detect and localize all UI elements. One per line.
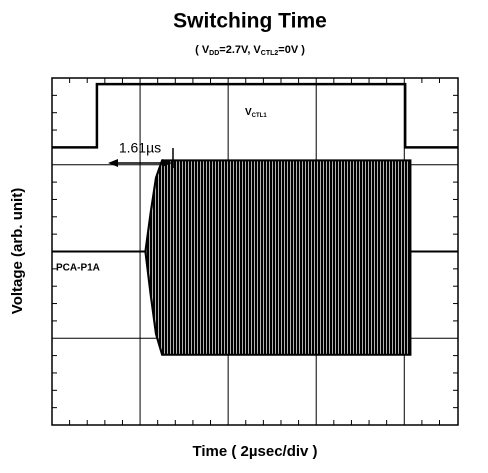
- signal-line: [52, 82, 458, 149]
- subtitle-part: ( V: [195, 44, 210, 56]
- subscript: DD: [209, 50, 219, 57]
- chart-subtitle: ( VDD=2.7V, VCTL2=0V ): [195, 44, 305, 57]
- y-axis-label: Voltage (arb. unit): [9, 188, 26, 314]
- envelope-line: [52, 250, 458, 356]
- subscript: CTL1: [252, 113, 268, 119]
- chart-title: Switching Time: [173, 10, 327, 33]
- envelope-line: [52, 159, 458, 253]
- annotation: 1.61µs: [119, 140, 161, 156]
- subtitle-part: =2.7V, V: [219, 44, 261, 56]
- label-part: V: [245, 107, 252, 118]
- subscript: CTL2: [261, 50, 279, 57]
- arrow-head: [108, 159, 118, 167]
- arrow-head: [162, 159, 172, 167]
- series-label: PCA-P1A: [56, 263, 100, 274]
- series-label: VCTL1: [245, 107, 267, 119]
- subtitle-part: =0V ): [278, 44, 305, 56]
- burst-fill: [52, 160, 458, 355]
- x-axis-label: Time ( 2µsec/div ): [192, 443, 317, 460]
